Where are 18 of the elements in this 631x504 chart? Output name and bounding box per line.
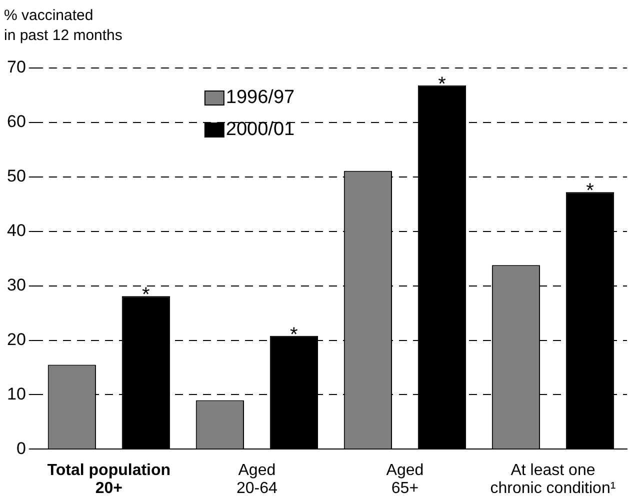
y-axis-title: % vaccinated in past 12 months (4, 6, 122, 46)
y-tick-label: 50 (6, 166, 26, 186)
y-tick-label: 40 (6, 221, 26, 240)
annotation: * (142, 284, 150, 306)
x-tick-label: Total population 20+ (47, 462, 171, 498)
annotation: * (438, 73, 446, 96)
annotation: * (290, 324, 298, 346)
x-tick-label: Aged 20-64 (236, 462, 278, 498)
y-tick-label: 10 (6, 384, 26, 404)
y-tick-label: 70 (6, 58, 26, 77)
legend-label: 1996/97 (226, 87, 295, 108)
y-tick-label: 60 (6, 112, 26, 132)
y-tick-label: 30 (6, 276, 26, 295)
x-tick-label: Aged 65+ (386, 462, 424, 498)
x-tick-label: At least one chronic condition¹ (490, 462, 616, 498)
y-tick-label: 20 (6, 330, 26, 349)
y-tick-label: 0 (16, 438, 26, 458)
annotation: * (586, 180, 594, 202)
